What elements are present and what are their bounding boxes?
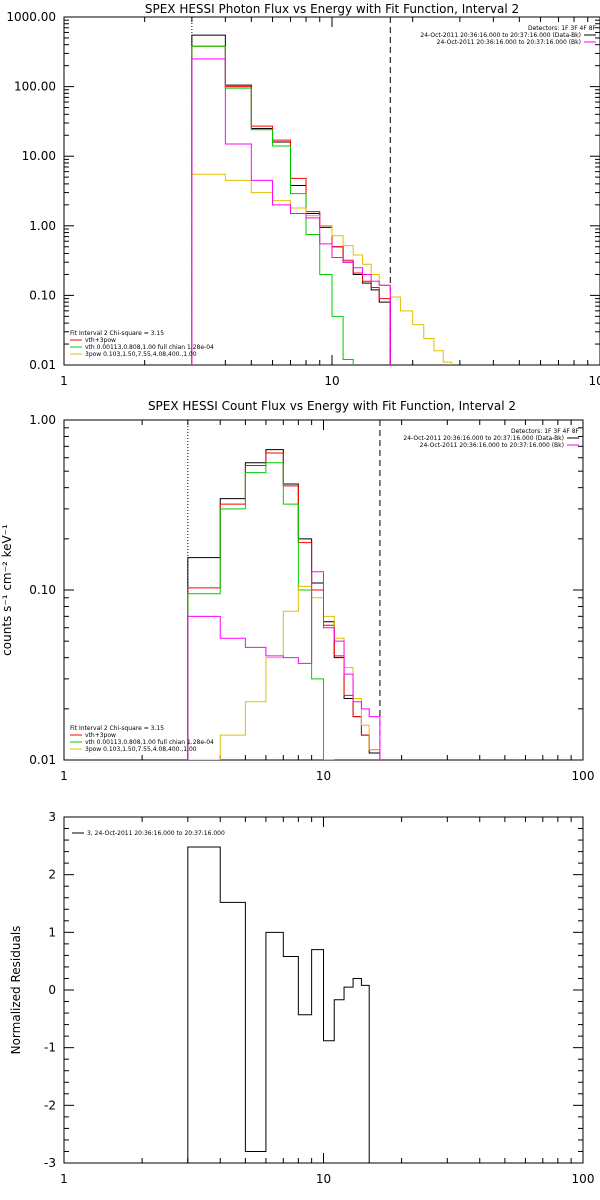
- legend-entry: vth 0.00113,0.808,1.00 full chian 1.28e-…: [85, 739, 214, 746]
- y-tick-label: 3: [48, 810, 56, 824]
- y-tick-label: -3: [44, 1156, 56, 1170]
- x-tick-label: 10: [316, 769, 331, 783]
- y-tick-label: 2: [48, 868, 56, 882]
- series-step-line: [191, 173, 453, 365]
- y-tick-label: 1.00: [29, 219, 56, 233]
- y-tick-label: 1000.00: [6, 10, 56, 24]
- photon-flux-panel: SPEX HESSI Photon Flux vs Energy with Fi…: [6, 2, 600, 388]
- y-tick-label: -2: [44, 1098, 56, 1112]
- count-flux-panel: SPEX HESSI Count Flux vs Energy with Fit…: [0, 399, 594, 783]
- series-step-line: [187, 585, 381, 760]
- legend-entry: vth 0.00113,0.808,1.00 full chian 1.28e-…: [85, 344, 214, 351]
- x-tick-label: 10: [324, 374, 339, 388]
- legend-entry: vth+3pow: [85, 337, 116, 344]
- series-step-line: [191, 34, 391, 365]
- count-flux-title: SPEX HESSI Count Flux vs Energy with Fit…: [148, 399, 516, 413]
- x-tick-label: 100: [572, 769, 595, 783]
- x-tick-label: 100: [572, 1172, 595, 1186]
- legend-entry: Detectors: 1F 3F 4F 8F: [511, 428, 580, 435]
- legend-entry: 24-Oct-2011 20:36:16.000 to 20:37:16.000…: [403, 435, 564, 442]
- legend-entry: vth+3pow: [85, 732, 116, 739]
- y-tick-label: 0: [48, 983, 56, 997]
- count-flux-y-axis-label: counts s⁻¹ cm⁻² keV⁻¹: [0, 524, 14, 656]
- series-step-line: [191, 45, 354, 365]
- series-step-line: [191, 58, 391, 365]
- residuals-y-axis-label: Normalized Residuals: [9, 926, 23, 1055]
- photon-flux-title: SPEX HESSI Photon Flux vs Energy with Fi…: [145, 2, 519, 16]
- legend-entry: 3, 24-Oct-2011 20:36:16.000 to 20:37:16.…: [87, 830, 225, 837]
- legend-entry: 3pow 0.103,1.50,7.55,4.08,400.,1.00: [85, 746, 197, 753]
- legend-entry: Detectors: 1F 3F 4F 8F: [528, 25, 597, 32]
- x-tick-label: 1: [60, 1172, 68, 1186]
- x-tick-label: 10: [316, 1172, 331, 1186]
- y-tick-label: 0.01: [29, 358, 56, 372]
- y-tick-label: 0.10: [29, 583, 56, 597]
- residuals-panel: Normalized Residuals 1 10 100 -3 -2 -1 0 1 2 3 3, …: [9, 810, 594, 1186]
- series-step-line: [191, 45, 391, 365]
- y-tick-label: 10.00: [22, 149, 56, 163]
- legend-entry: 3pow 0.103,1.50,7.55,4.08,400.,1.00: [85, 351, 197, 358]
- legend-entry: 24-Oct-2011 20:36:16.000 to 20:37:16.000…: [437, 39, 581, 46]
- legend-entry: 24-Oct-2011 20:36:16.000 to 20:37:16.000…: [420, 32, 581, 39]
- series-step-line: [187, 571, 381, 760]
- legend-entry: Fit Interval 2 Chi-square = 3.15: [70, 330, 164, 337]
- series-step-line: [187, 449, 381, 760]
- x-tick-label: 100: [589, 374, 600, 388]
- y-tick-label: 0.10: [29, 288, 56, 302]
- legend-entry: Fit Interval 2 Chi-square = 3.15: [70, 725, 164, 732]
- legend-entry: 24-Oct-2011 20:36:16.000 to 20:37:16.000…: [420, 442, 564, 449]
- x-tick-label: 1: [60, 374, 68, 388]
- y-tick-label: 1: [48, 925, 56, 939]
- y-tick-label: 1.00: [29, 413, 56, 427]
- series-step-line: [187, 846, 380, 1163]
- series-step-line: [187, 452, 381, 760]
- y-tick-label: -1: [44, 1041, 56, 1055]
- y-tick-label: 0.01: [29, 753, 56, 767]
- series-step-line: [187, 462, 335, 760]
- x-tick-label: 1: [60, 769, 68, 783]
- y-tick-label: 100.00: [14, 80, 56, 94]
